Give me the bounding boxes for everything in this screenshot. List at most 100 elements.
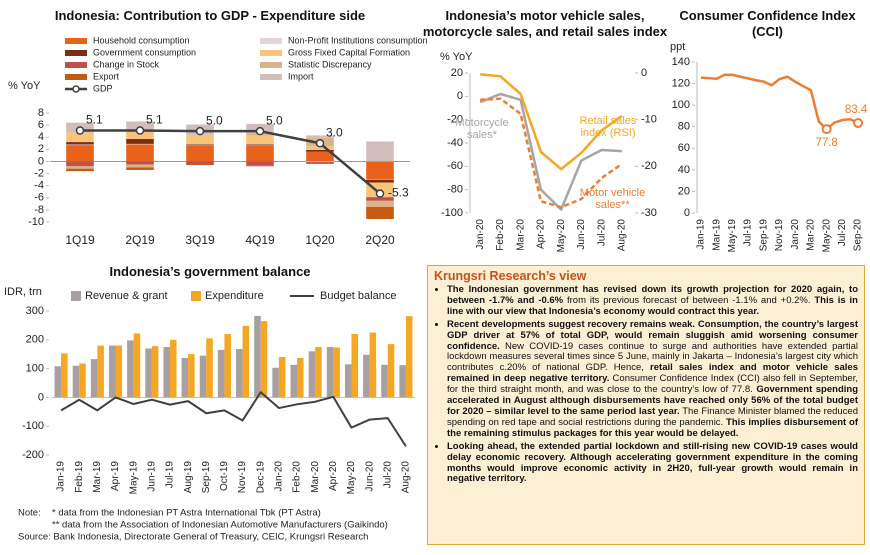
- bold-text: Looking ahead, the extended partial lock…: [447, 440, 858, 485]
- line: [80, 129, 381, 195]
- bar: [272, 367, 279, 398]
- legend-swatch: [65, 62, 87, 68]
- marker: [315, 139, 325, 148]
- bar: [61, 353, 68, 398]
- bar: [290, 364, 298, 398]
- y-tick-label: 0: [684, 207, 690, 219]
- bar-segment: [246, 161, 274, 166]
- y-tick-label: -2: [34, 167, 44, 179]
- bold-text: Recent developments suggest recovery rem…: [447, 318, 858, 352]
- x-tick-label: May-19: [727, 219, 738, 253]
- y-tick-label: 20: [678, 185, 690, 197]
- text-run: New COVID-19 cases continue to surge and…: [447, 340, 858, 374]
- bar: [333, 347, 340, 398]
- x-tick-label: Nov-19: [774, 219, 785, 252]
- bar: [181, 357, 189, 398]
- legend-label: Government consumption: [93, 47, 196, 57]
- note-label: Note:: [18, 508, 41, 519]
- x-tick-label: 1Q20: [305, 233, 335, 247]
- marker: [853, 118, 864, 129]
- y-tick-label: 0: [38, 155, 44, 167]
- y-tick-label: 80: [678, 121, 690, 133]
- legend-swatch: [71, 291, 81, 301]
- chart-title: Indonesia’s motor vehicle sales, motorcy…: [422, 8, 668, 39]
- bullet: Looking ahead, the extended partial lock…: [447, 440, 858, 486]
- series-label: Motor vehicle sales**: [579, 187, 646, 211]
- bar-segment: [126, 167, 154, 170]
- chart-title: Indonesia: Contribution to GDP - Expendi…: [54, 8, 366, 23]
- marker: [195, 126, 205, 136]
- x-tick-label: May-19: [128, 461, 139, 495]
- note: * data from the Indonesian PT Astra Inte…: [52, 508, 321, 519]
- bar: [145, 348, 152, 398]
- y-tick-label: -80: [447, 184, 463, 196]
- y-tick-label: 120: [672, 77, 690, 89]
- y-axis-label: % YoY: [440, 51, 473, 63]
- x-tick-label: Feb-20: [292, 461, 303, 493]
- text-run: Consumer Confidence Index (CCI) also fel…: [447, 373, 858, 396]
- y-tick-label: 60: [678, 142, 690, 154]
- data-label: 83.4: [845, 104, 868, 116]
- y-axis-label: ppt: [670, 41, 685, 53]
- bar-segment: [246, 144, 274, 146]
- bar: [217, 349, 225, 398]
- bar: [163, 347, 170, 398]
- y-tick-label: -100: [22, 420, 44, 432]
- y-tick-label: -4: [34, 180, 44, 192]
- bold-text: Government spending accelerated in Augus…: [447, 384, 858, 417]
- y-tick-label: 8: [38, 107, 44, 119]
- view-box: Krungsri Research’s view The Indonesian …: [427, 265, 865, 545]
- x-tick-label: 3Q19: [185, 233, 215, 247]
- bar-segment: [306, 146, 334, 150]
- bar: [344, 364, 352, 398]
- x-tick-label: Jun-20: [364, 461, 375, 492]
- bar-segment: [126, 121, 154, 130]
- bar: [79, 363, 86, 398]
- legend-label: Import: [288, 71, 314, 81]
- x-tick-label: May-20: [556, 219, 567, 253]
- bar-segment: [306, 135, 334, 138]
- bar-segment: [366, 141, 394, 162]
- chart-title: Indonesia’s government balance: [109, 264, 311, 279]
- marker: [255, 126, 265, 136]
- marker: [821, 124, 832, 135]
- x-tick-label: Aug-20: [401, 461, 412, 494]
- data-label: 5.0: [266, 113, 283, 127]
- note: ** data from the Association of Indonesi…: [52, 520, 388, 531]
- bar-segment: [186, 143, 214, 145]
- bar-segment: [366, 197, 394, 201]
- y-tick-label: -200: [22, 449, 44, 461]
- bar: [72, 365, 80, 398]
- bar: [115, 345, 123, 398]
- legend-swatch: [65, 50, 87, 56]
- source: Source: Bank Indonesia, Directorate Gene…: [18, 532, 368, 543]
- x-tick-label: Jun-20: [576, 219, 587, 250]
- bar: [369, 332, 377, 398]
- x-tick-label: Jul-19: [743, 219, 754, 247]
- line: [700, 73, 859, 131]
- bar-segment: [186, 144, 214, 146]
- bar: [97, 345, 104, 398]
- marker: [75, 126, 85, 135]
- marker: [135, 126, 145, 135]
- x-tick-label: Jan-20: [475, 219, 486, 250]
- x-tick-label: 2Q20: [365, 233, 395, 247]
- y-axis-label: IDR, trn: [4, 286, 42, 298]
- bar: [242, 325, 250, 398]
- y-tick-label: 0: [641, 67, 647, 79]
- bar: [405, 316, 413, 398]
- data-label: 5.0: [206, 113, 223, 127]
- bar-segment: [186, 145, 214, 162]
- bar-segment: [186, 161, 214, 165]
- bar-segment: [66, 132, 94, 143]
- bar-segment: [186, 135, 214, 144]
- y-tick-label: 20: [451, 67, 463, 79]
- legend-swatch: [72, 85, 80, 93]
- bar: [399, 365, 406, 398]
- text-run: from its previous forecast of between -1…: [563, 294, 815, 306]
- bar: [169, 339, 177, 398]
- bar-segment: [306, 149, 334, 152]
- x-tick-label: Aug-19: [183, 461, 194, 494]
- legend-label: Export: [93, 71, 120, 81]
